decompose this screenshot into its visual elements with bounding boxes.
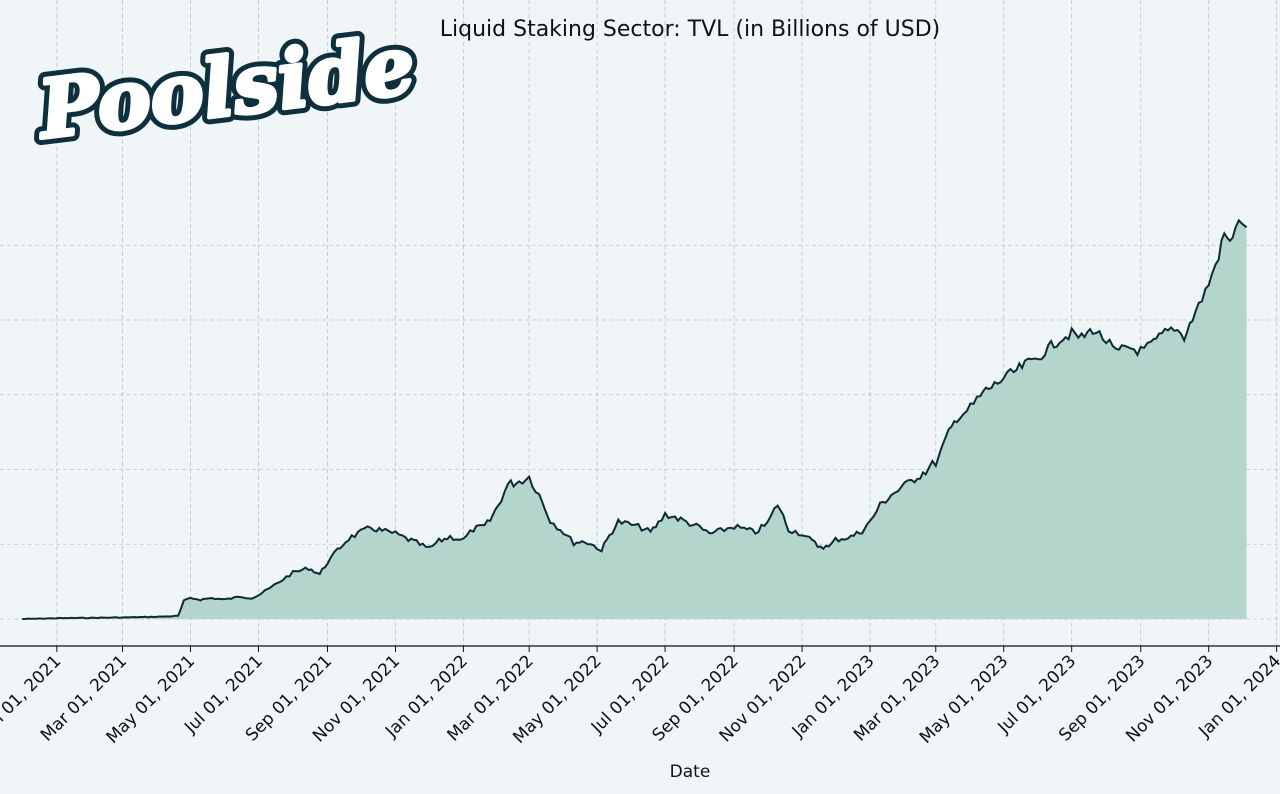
poolside-logo: Poolside Poolside [25, 10, 427, 164]
tvl-area-fill [22, 220, 1247, 619]
tvl-series-line [22, 218, 1248, 620]
grid [0, 0, 1280, 646]
chart-title: Liquid Staking Sector: TVL (in Billions … [440, 17, 940, 42]
x-axis-title: Date [670, 762, 711, 782]
logo-text: Poolside [32, 17, 420, 157]
